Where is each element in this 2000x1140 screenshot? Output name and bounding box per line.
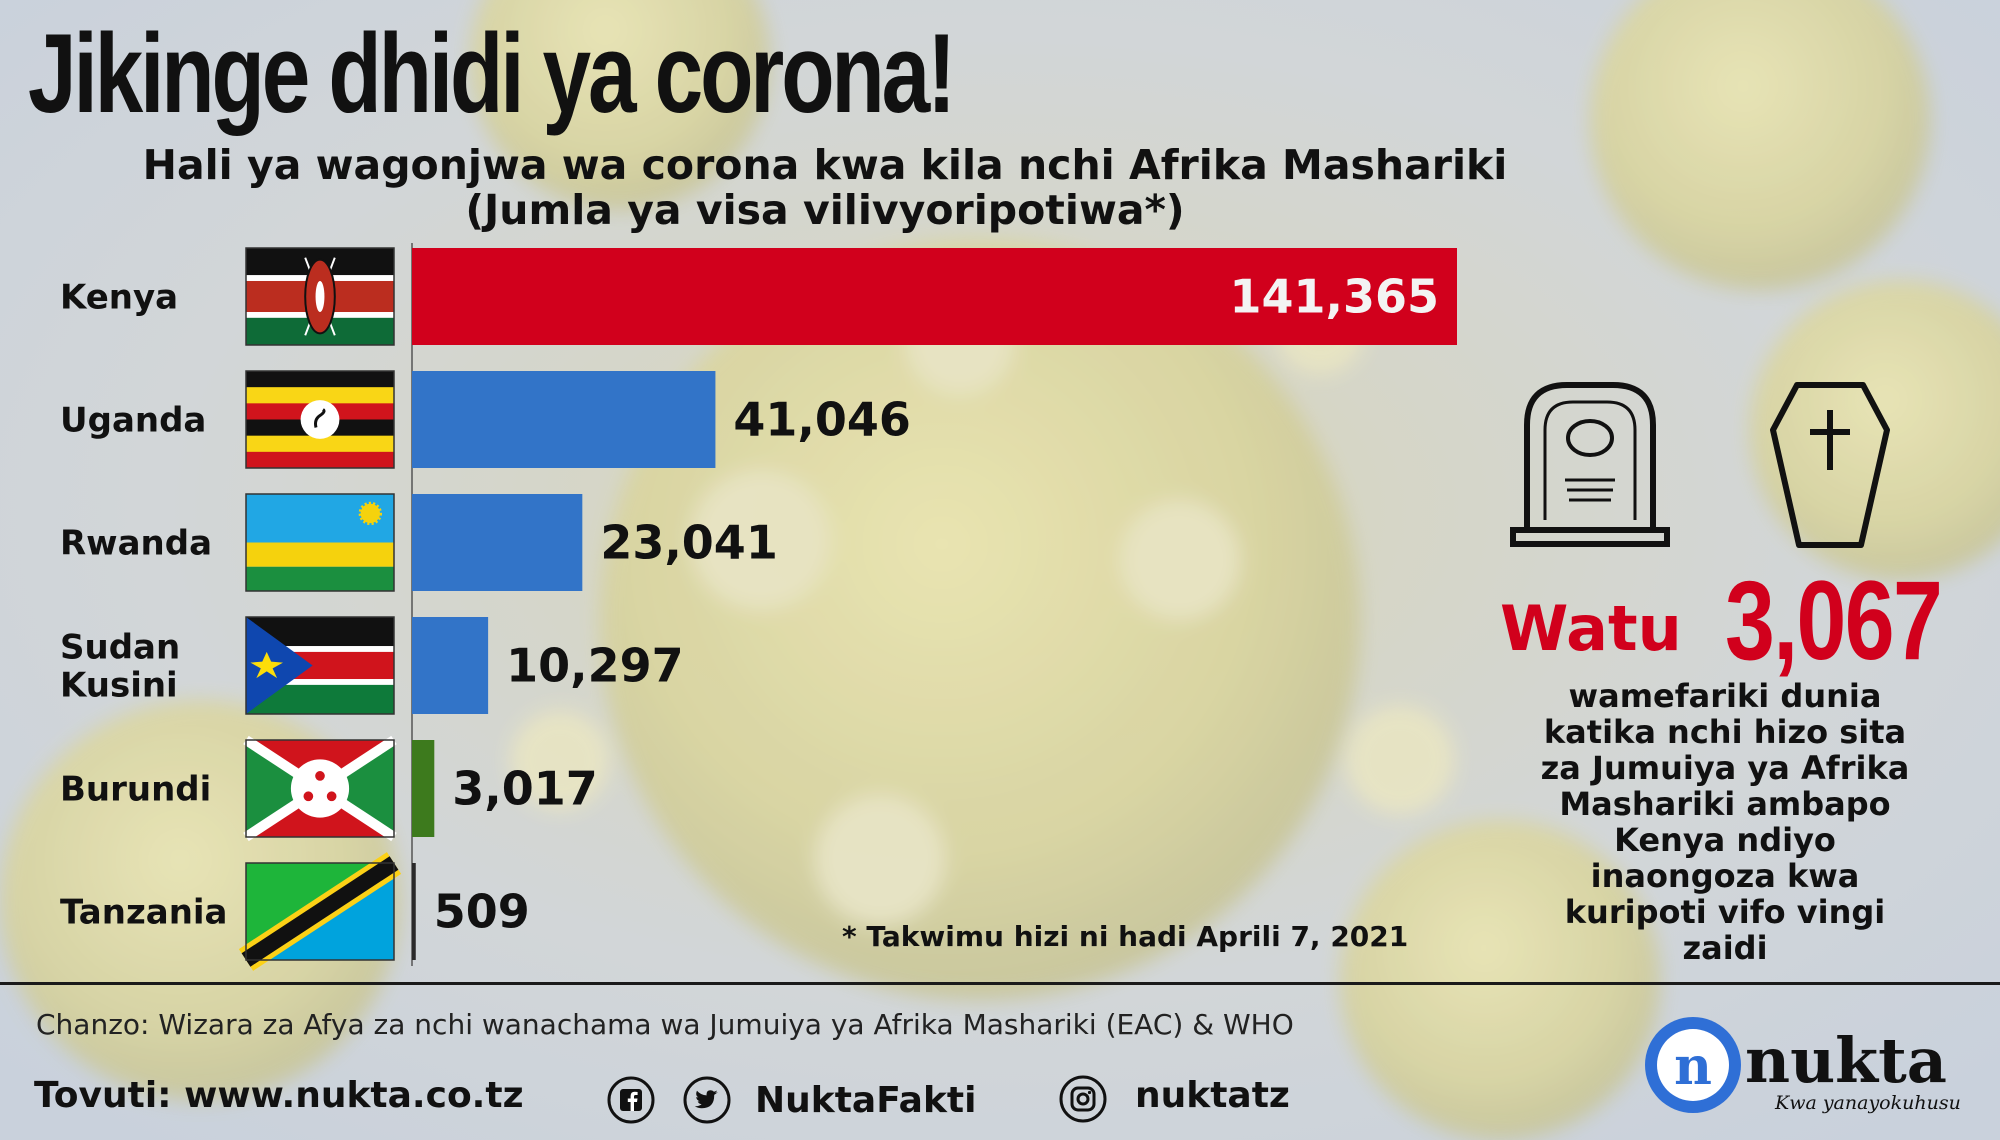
cases-bar-chart: Kenya 141,365 Uganda 41,046 Rwanda 23,041 Suda…: [60, 243, 1457, 971]
brand-name: nukta: [1745, 1024, 1947, 1097]
tanzania-flag: [238, 852, 402, 971]
category-label: Burundi: [60, 770, 211, 810]
social-handle-main[interactable]: NuktaFakti: [755, 1080, 977, 1121]
deaths-description-line: za Jumuiya ya Afrika: [1540, 749, 1910, 787]
bar: [412, 740, 435, 837]
bar-value-label: 509: [434, 885, 530, 939]
main-title: Jikinge dhidi ya corona!: [28, 11, 956, 136]
bar: [412, 863, 416, 960]
bar-value-label: 41,046: [733, 393, 911, 447]
bar: [412, 371, 716, 468]
category-label: Uganda: [60, 401, 206, 441]
deaths-description: wamefariki dunia katika nchi hizo sita za …: [1490, 678, 1960, 966]
deaths-description-line: Kenya ndiyo: [1614, 821, 1836, 859]
svg-text:n: n: [1674, 1036, 1712, 1097]
bar: [412, 617, 489, 714]
chart-subtitle-line1: Hali ya wagonjwa wa corona kwa kila nchi…: [142, 141, 1508, 189]
social-handle-instagram[interactable]: nuktatz: [1135, 1075, 1290, 1116]
bar-value-label: 141,365: [1229, 270, 1439, 324]
category-label: Sudan Kusini: [60, 628, 180, 706]
coffin-icon: [1770, 382, 1890, 548]
deaths-description-line: Mashariki ambapo: [1559, 785, 1891, 823]
footer-divider: [0, 982, 2000, 985]
twitter-icon[interactable]: [682, 1075, 732, 1125]
deaths-description-line: wamefariki dunia: [1568, 677, 1882, 715]
burundi-flag: [243, 735, 397, 842]
nukta-logo-icon: n: [1645, 1017, 1741, 1113]
kenya-flag: [245, 247, 395, 346]
source-note: Chanzo: Wizara za Afya za nchi wanachama…: [36, 1008, 1294, 1041]
uganda-flag: [245, 370, 395, 469]
website-link[interactable]: Tovuti: www.nukta.co.tz: [34, 1075, 524, 1116]
bar: [412, 248, 1457, 345]
deaths-description-line: zaidi: [1682, 929, 1768, 967]
footnote: * Takwimu hizi ni hadi Aprili 7, 2021: [842, 920, 1409, 953]
chart-subtitle-line2: (Jumla ya visa vilivyoripotiwa*): [465, 186, 1185, 234]
bar: [412, 494, 583, 591]
bar-value-label: 23,041: [600, 516, 778, 570]
brand-tagline: Kwa yanayokuhusu: [1775, 1092, 1961, 1114]
deaths-description-line: inaongoza kwa: [1590, 857, 1860, 895]
south-sudan-flag: [245, 616, 395, 715]
rwanda-flag: [245, 493, 395, 592]
bar-value-label: 3,017: [452, 762, 598, 816]
bar-value-label: 10,297: [506, 639, 684, 693]
gravestone-icon: [1510, 382, 1670, 547]
deaths-description-line: katika nchi hizo sita: [1543, 713, 1907, 751]
deaths-count: 3,067: [1725, 558, 1943, 683]
instagram-icon[interactable]: [1058, 1074, 1108, 1124]
category-label: Rwanda: [60, 524, 212, 564]
category-label: Kenya: [60, 278, 178, 318]
facebook-icon[interactable]: [606, 1075, 656, 1125]
deaths-description-line: kuripoti vifo vingi: [1564, 893, 1886, 931]
category-label: Tanzania: [60, 893, 228, 933]
deaths-label: Watu: [1500, 592, 1682, 665]
